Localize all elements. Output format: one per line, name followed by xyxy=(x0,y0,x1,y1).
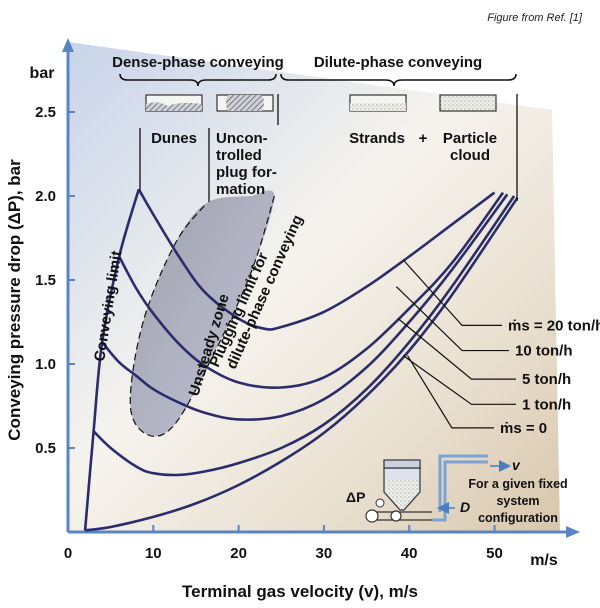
plugging-limit-border xyxy=(129,195,275,437)
x-tick-label: 40 xyxy=(401,545,418,562)
series-line-5 xyxy=(83,188,141,531)
series-line-4 xyxy=(84,196,519,532)
particle-cloud-pipe-icon xyxy=(439,94,497,112)
inset-dp-label: ΔP xyxy=(346,489,365,505)
system-schematic-inset xyxy=(365,454,511,523)
inset-d-label: D xyxy=(460,499,470,515)
inset-caption-line-1: For a given fixed xyxy=(468,477,567,491)
series-label: 5 ton/h xyxy=(522,371,571,388)
x-tick-label: 30 xyxy=(316,545,333,562)
series-leader-line xyxy=(395,286,509,352)
particle-label-line-1: Particle xyxy=(443,130,497,147)
unsteady-zone-area xyxy=(130,190,275,437)
series-line-2 xyxy=(101,193,509,421)
x-unit-label: m/s xyxy=(530,552,558,569)
y-axis-title: Conveying pressure drop (ΔP), bar xyxy=(5,159,24,441)
y-tick-label: 1.5 xyxy=(35,272,56,289)
x-tick-label: 0 xyxy=(64,545,72,562)
dense-phase-label: Dense-phase conveying xyxy=(112,54,284,71)
plug-pipe-icon xyxy=(216,94,274,112)
dunes-label: Dunes xyxy=(151,130,197,147)
x-tick-label: 50 xyxy=(486,545,503,562)
series-line-0 xyxy=(137,188,496,331)
uncontrolled-line-3: plug for- xyxy=(216,164,277,181)
regime-leader-lines xyxy=(139,94,518,202)
plot-background xyxy=(68,42,560,532)
x-tick-label: 10 xyxy=(145,545,162,562)
figure-credit: Figure from Ref. [1] xyxy=(487,12,582,24)
dense-phase-brace xyxy=(119,73,277,87)
y-tick-label: 2.5 xyxy=(35,104,56,121)
plus-sign: + xyxy=(419,130,428,147)
y-tick-label: 1.0 xyxy=(35,356,56,373)
x-axis-title: Terminal gas velocity (v), m/s xyxy=(182,582,418,601)
series-line-3 xyxy=(92,195,516,477)
uncontrolled-line-1: Uncon- xyxy=(216,130,268,147)
series-label: 1 ton/h xyxy=(522,396,571,413)
dilute-phase-label: Dilute-phase conveying xyxy=(314,54,482,71)
particle-label-line-2: cloud xyxy=(450,147,490,164)
dilute-phase-brace xyxy=(280,73,517,87)
series-label: ṁs = 20 ton/h xyxy=(508,317,600,334)
x-tick-label: 20 xyxy=(230,545,247,562)
y-tick-label: 2.0 xyxy=(35,188,56,205)
uncontrolled-line-4: mation xyxy=(216,181,265,198)
uncontrolled-line-2: trolled xyxy=(216,147,262,164)
strands-pipe-icon xyxy=(349,94,407,112)
y-tick-label: 0.5 xyxy=(35,440,56,457)
dunes-pipe-icon xyxy=(145,94,203,112)
series-leader-line xyxy=(406,355,494,429)
series-label: ṁs = 0 xyxy=(500,420,547,437)
x-axis-arrow xyxy=(566,526,580,538)
y-axis-arrow xyxy=(62,38,74,52)
inset-caption-line-3: configuration xyxy=(478,511,558,525)
y-unit-label: bar xyxy=(30,65,55,82)
series-leader-line xyxy=(402,259,502,326)
strands-label: Strands xyxy=(349,130,405,147)
series-leader-line xyxy=(402,355,516,405)
series-line-1 xyxy=(118,191,505,389)
series-label: 10 ton/h xyxy=(515,343,573,360)
series-leader-line xyxy=(397,318,516,380)
inset-v-label: v xyxy=(512,457,521,473)
inset-caption-line-2: system xyxy=(496,494,539,508)
